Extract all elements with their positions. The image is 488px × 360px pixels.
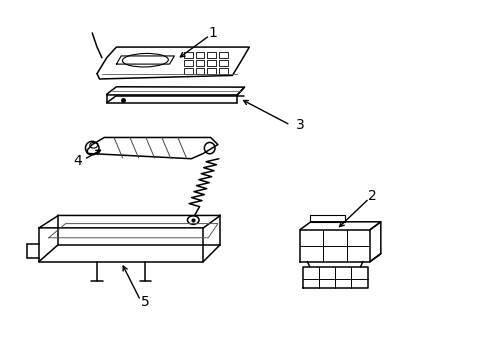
Bar: [309, 215, 344, 222]
Bar: [183, 68, 192, 74]
Bar: [195, 52, 204, 58]
Text: 5: 5: [141, 295, 149, 309]
Bar: [219, 60, 227, 66]
Bar: [219, 68, 227, 74]
Text: 2: 2: [367, 189, 376, 203]
Text: 1: 1: [208, 26, 217, 40]
Bar: [195, 60, 204, 66]
Bar: [207, 52, 216, 58]
Bar: [207, 60, 216, 66]
Bar: [207, 68, 216, 74]
Bar: [195, 68, 204, 74]
Text: 4: 4: [73, 153, 82, 167]
Text: 3: 3: [295, 118, 304, 132]
Bar: [183, 60, 192, 66]
Bar: [183, 52, 192, 58]
Bar: [219, 52, 227, 58]
